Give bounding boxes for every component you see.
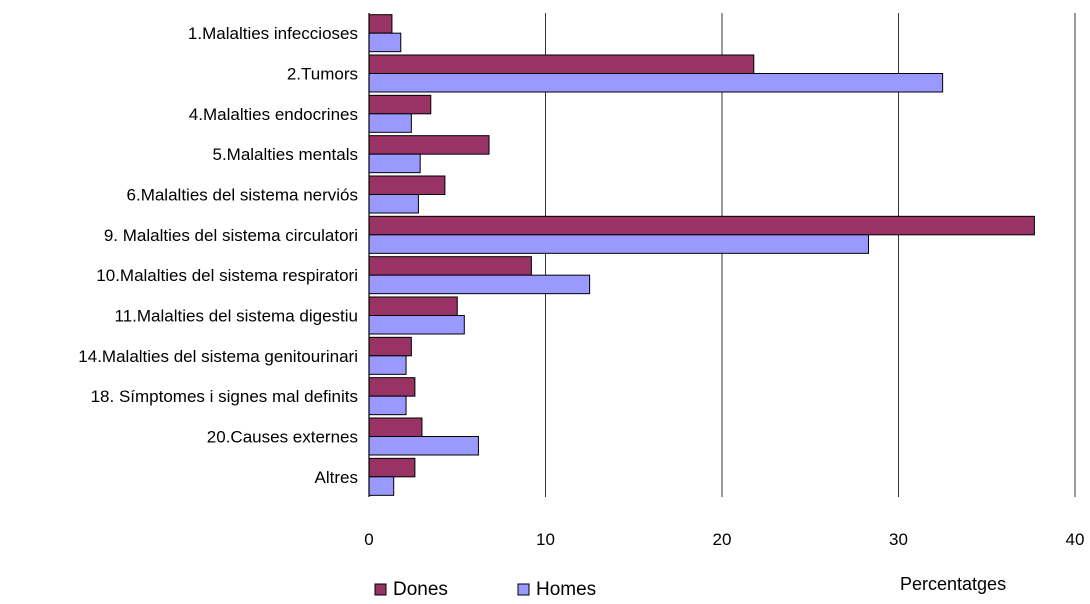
x-tick-label: 20	[713, 530, 732, 549]
bar-homes-1	[368, 73, 944, 93]
bar-dones-6	[368, 256, 532, 276]
legend-label-dones: Dones	[393, 579, 448, 600]
category-label: 20.Causes externes	[207, 428, 358, 447]
category-label: Altres	[315, 468, 358, 487]
category-label: 10.Malalties del sistema respiratori	[96, 266, 358, 285]
x-tick-labels: 0 10 20 30 40	[364, 530, 1084, 549]
category-label: 11.Malalties del sistema digestiu	[115, 307, 358, 326]
category-labels: 1.Malalties infeccioses 2.Tumors 4.Malalti…	[78, 24, 358, 487]
bar-homes-0	[368, 32, 402, 53]
bar-dones-5	[368, 215, 1035, 236]
bar-homes-7	[368, 315, 465, 335]
bar-homes-9	[368, 395, 407, 416]
bar-homes-8	[368, 355, 407, 375]
legend-swatch-homes	[517, 583, 530, 596]
category-label: 4.Malalties endocrines	[189, 105, 358, 124]
legend-label-homes: Homes	[536, 579, 596, 600]
bar-dones-7	[368, 296, 458, 316]
category-label: 18. Símptomes i signes mal definits	[91, 387, 358, 406]
bar-dones-8	[368, 336, 412, 357]
bar-dones-9	[368, 377, 416, 397]
legend: Dones Homes	[374, 579, 596, 600]
category-label: 14.Malalties del sistema genitourinari	[78, 347, 358, 366]
bar-dones-4	[368, 175, 446, 195]
category-label: 6.Malalties del sistema nerviós	[127, 186, 358, 205]
bar-dones-11	[368, 457, 416, 478]
bar-dones-2	[368, 94, 432, 115]
x-axis-label: Percentatges	[900, 574, 1006, 594]
x-tick-label: 10	[536, 530, 555, 549]
bar-dones-10	[368, 417, 423, 437]
bar-dones-3	[368, 135, 490, 155]
category-label: 1.Malalties infeccioses	[188, 24, 358, 43]
x-tick-label: 40	[1066, 530, 1085, 549]
bar-homes-6	[368, 274, 591, 295]
bar-homes-4	[368, 194, 419, 214]
bar-homes-11	[368, 476, 395, 496]
gridlines	[545, 13, 1076, 497]
bars	[368, 14, 1035, 496]
category-label: 9. Malalties del sistema circulatori	[104, 226, 358, 245]
legend-swatch-dones	[374, 583, 387, 596]
bar-homes-10	[368, 436, 479, 456]
bar-homes-5	[368, 234, 869, 254]
x-tick-label: 30	[889, 530, 908, 549]
category-label: 2.Tumors	[287, 65, 358, 84]
bar-homes-3	[368, 153, 421, 174]
bar-dones-0	[368, 14, 393, 34]
category-label: 5.Malalties mentals	[212, 145, 358, 164]
bar-homes-2	[368, 113, 412, 133]
bar-dones-1	[368, 54, 755, 74]
x-tick-label: 0	[364, 530, 373, 549]
